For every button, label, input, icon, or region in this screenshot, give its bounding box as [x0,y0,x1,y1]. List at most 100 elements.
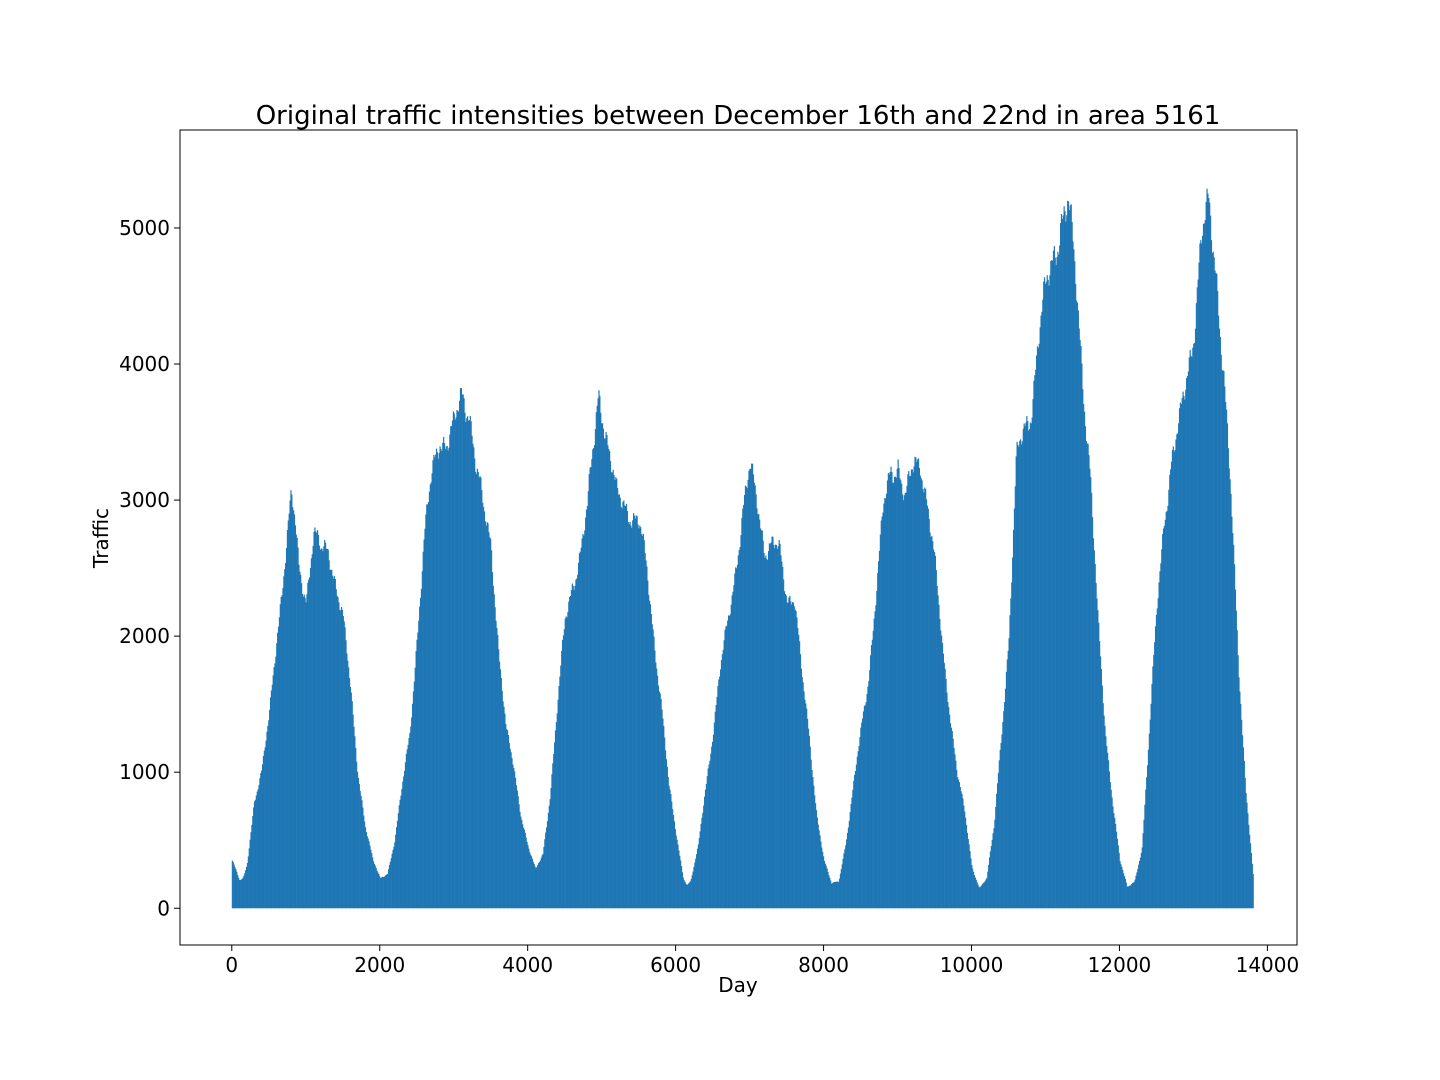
bar [711,746,713,909]
bar [419,606,421,909]
bar [660,698,662,909]
bar [830,883,833,909]
bar [1198,262,1200,909]
bar [578,553,581,909]
bar [928,518,930,909]
bar [737,555,739,909]
bar [361,800,363,909]
bar [1210,240,1213,909]
bar [1146,777,1148,909]
bar [999,749,1001,909]
bar [462,394,464,909]
bar [321,548,323,909]
bar [1046,275,1048,909]
bar [987,871,989,909]
bar [766,559,768,909]
bar [530,854,532,909]
bar [1222,370,1224,909]
bar [1015,456,1017,909]
bar [639,525,641,909]
bar [854,770,857,909]
bar [681,872,684,909]
bar [1167,505,1169,909]
bar [1093,550,1095,909]
bar [985,879,987,909]
bar [601,423,604,909]
bar [1223,370,1225,909]
bar [595,412,597,909]
bar [317,534,320,909]
bar [467,416,469,909]
bar [591,459,593,909]
bar [1051,260,1053,909]
bar [659,693,661,909]
bar [743,494,746,909]
bar [875,605,877,909]
bar [1154,642,1156,909]
bar [677,844,679,909]
bar [1101,685,1103,909]
bar [988,864,990,909]
bar [804,699,806,909]
bar [1199,243,1201,909]
bar [422,551,424,909]
bar [584,530,586,909]
bar [506,729,508,909]
bar [1245,792,1247,909]
bar [692,871,694,909]
bar [345,640,347,909]
bar [1150,703,1152,909]
bar [925,488,927,909]
bar [1050,260,1052,909]
bar [797,628,799,909]
bar [1010,598,1012,909]
bar [1127,886,1129,909]
bar [498,649,500,909]
bar [272,675,274,909]
bar [624,505,626,909]
bar [519,811,521,909]
bar [380,878,382,909]
bar [571,583,573,909]
bar [1089,468,1091,909]
bar [424,528,426,909]
bar [1149,719,1151,909]
bar [1189,349,1191,909]
bar [231,860,233,909]
bar [1021,441,1024,909]
bar [1117,845,1119,909]
bar [476,468,478,909]
bar [950,727,952,909]
bar [878,550,881,909]
bar [565,616,567,909]
bar [1019,440,1021,909]
bar [1099,656,1102,909]
bar [975,879,977,909]
bar [1126,886,1128,909]
bar [246,862,249,909]
bar [1193,343,1195,909]
bar [287,520,289,909]
bar [739,547,741,909]
bar [734,573,736,909]
bar [426,504,428,909]
bar [276,643,278,909]
x-tick-label: 4000 [502,953,553,977]
bar [637,524,639,909]
bar [435,448,438,909]
bar [1059,223,1062,909]
bar [1018,446,1020,909]
bar [495,620,497,909]
bar [434,457,436,909]
bar [967,839,969,909]
bar [862,711,865,909]
bar [304,597,306,909]
bar [842,858,844,909]
bar [369,845,371,909]
bar [876,590,878,909]
bar [1048,285,1050,909]
bar [783,591,786,909]
bar [707,768,709,909]
bar [723,640,725,909]
bar [1196,287,1198,909]
